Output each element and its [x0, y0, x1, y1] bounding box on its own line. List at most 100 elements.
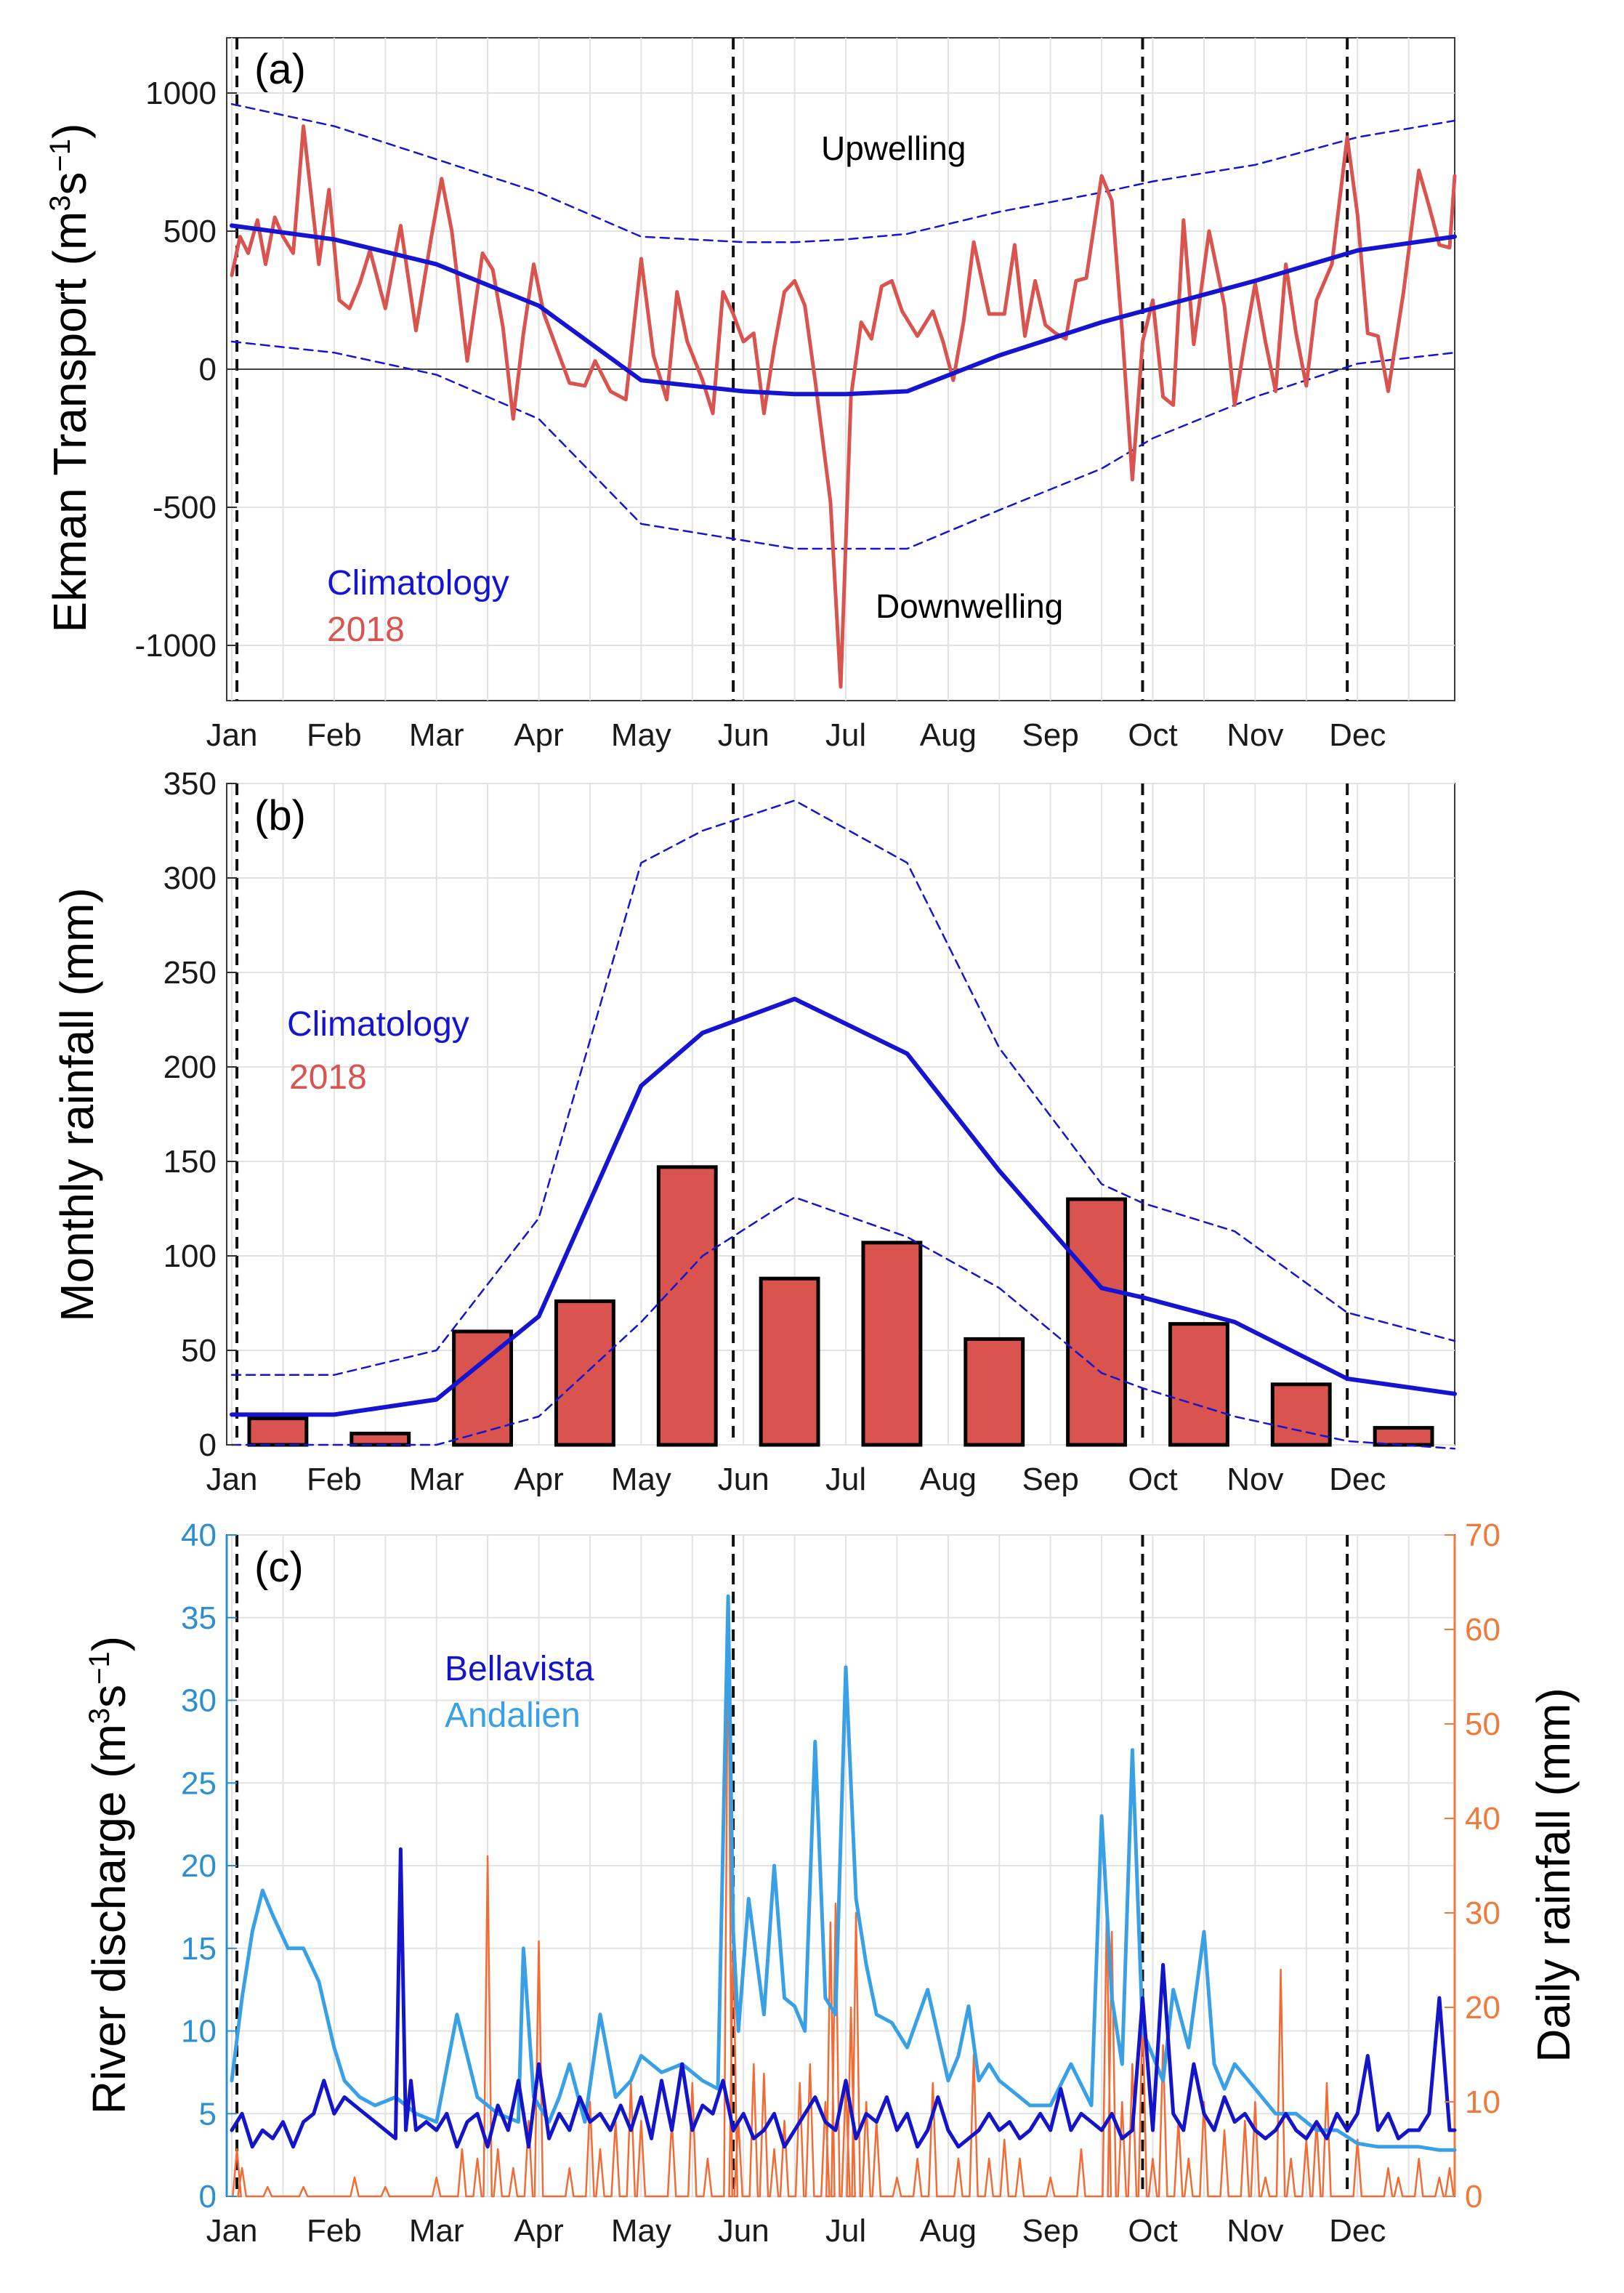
right-y-tick-label: 60: [1465, 1612, 1500, 1648]
panel-b-y-ticks: 350 300 250 200 150 100 50 0: [163, 766, 237, 1463]
x-tick-label-jul: Jul: [825, 2213, 866, 2249]
right-y-tick-label: 50: [1465, 1706, 1500, 1742]
x-tick-label-jan: Jan: [206, 1462, 258, 1497]
x-tick-label-jun: Jun: [718, 1462, 769, 1497]
y-tick-label: 0: [199, 352, 217, 387]
y-tick-label: 150: [163, 1144, 217, 1180]
panel-c-ylabel-main: River discharge (m: [83, 1724, 135, 2114]
x-tick-label-aug: Aug: [920, 717, 977, 753]
rainfall-bar-sep: [1066, 1197, 1128, 1447]
x-tick-label-jul: Jul: [825, 717, 866, 753]
y-tick-label: 1000: [145, 76, 217, 111]
bellavista-discharge-line: [230, 1847, 1457, 2149]
rainfall-bar-jul: [861, 1241, 923, 1447]
y-tick-label: 200: [163, 1049, 217, 1085]
left-y-tick-label: 40: [181, 1518, 217, 1553]
x-tick-label-may: May: [611, 2213, 671, 2249]
x-tick-label-sep: Sep: [1022, 717, 1079, 753]
x-tick-label-dec: Dec: [1329, 717, 1386, 753]
right-y-tick-label: 70: [1465, 1518, 1500, 1553]
panel-b-letter: (b): [254, 792, 306, 839]
panel-a-legend-climatology: Climatology: [327, 564, 509, 603]
y-tick-label: -500: [153, 490, 217, 525]
climatology-mean-line: [230, 223, 1457, 397]
panel-c-ylabel-sup2: −1: [84, 1651, 116, 1685]
left-y-tick-label: 25: [181, 1765, 217, 1801]
x-tick-label-jan: Jan: [206, 2213, 258, 2249]
right-y-tick-label: 20: [1465, 1990, 1500, 2026]
panel-c-ylabel-mid: s: [83, 1685, 135, 1708]
rainfall-bar-mar: [452, 1329, 514, 1447]
y-tick-label: 500: [163, 214, 217, 249]
panel-b-y-axis-label: Monthly rainfall (mm): [51, 887, 103, 1321]
climatology-upper-line: [230, 799, 1456, 1377]
panel-c-right-y-ticks: 70 60 50 40 30 20 10 0: [1445, 1518, 1500, 2215]
x-tick-label-sep: Sep: [1022, 2213, 1079, 2249]
x-tick-label-nov: Nov: [1227, 1462, 1283, 1497]
panel-a-legend-2018: 2018: [327, 610, 405, 649]
rainfall-bar-jan: [247, 1416, 309, 1447]
panel-a-letter: (a): [254, 46, 306, 93]
left-y-tick-label: 35: [181, 1600, 217, 1636]
x-tick-label-jun: Jun: [718, 717, 769, 753]
panel-c-grid: [227, 1534, 1455, 2197]
x-tick-label-nov: Nov: [1227, 717, 1283, 753]
x-tick-label-mar: Mar: [409, 717, 464, 753]
panel-a-y-ticks: 1000 500 0 -500 -1000: [134, 76, 237, 664]
panel-c-letter: (c): [254, 1544, 304, 1591]
panel-a-downwelling-label: Downwelling: [876, 587, 1063, 625]
panel-b-x-ticks: Jan Feb Mar Apr May Jun Jul Aug Sep Oct Nov Dec: [206, 1462, 1386, 1497]
rainfall-bar-dec: [1373, 1426, 1434, 1447]
panel-a-x-ticks: Jan Feb Mar Apr May Jun Jul Aug Sep Oct Nov Dec: [206, 717, 1386, 753]
right-y-tick-label: 10: [1465, 2084, 1500, 2120]
panel-a-ekman-transport: 1000 500 0 -500 -1000 Jan Feb Mar Apr May Jun Jul A…: [44, 37, 1457, 753]
panel-a-ylabel-sup1: 3: [44, 195, 76, 211]
x-tick-label-sep: Sep: [1022, 1462, 1079, 1497]
panel-a-upwelling-label: Upwelling: [821, 129, 966, 167]
panel-c-ylabel-sup1: 3: [84, 1708, 116, 1724]
x-tick-label-may: May: [611, 717, 671, 753]
y-tick-label: 100: [163, 1238, 217, 1274]
x-tick-label-apr: Apr: [514, 717, 563, 753]
y-tick-label: 250: [163, 955, 217, 991]
panel-a-ylabel-end: ): [44, 124, 96, 139]
left-y-tick-label: 15: [181, 1931, 217, 1967]
left-y-tick-label: 5: [199, 2096, 217, 2132]
panel-c-ylabel-end: ): [83, 1636, 135, 1651]
panel-b-legend-climatology: Climatology: [287, 1005, 469, 1044]
y-tick-label: 350: [163, 766, 217, 802]
panel-b-marks: [230, 783, 1457, 1450]
y-tick-label: 300: [163, 861, 217, 896]
x-tick-label-dec: Dec: [1329, 2213, 1386, 2249]
x-tick-label-apr: Apr: [514, 1462, 563, 1497]
x-tick-label-mar: Mar: [409, 2213, 464, 2249]
x-tick-label-feb: Feb: [307, 1462, 362, 1497]
panel-a-ylabel-main: Ekman Transport (m: [44, 211, 96, 633]
right-y-tick-label: 40: [1465, 1801, 1500, 1837]
x-tick-label-may: May: [611, 1462, 671, 1497]
rainfall-bar-feb: [350, 1431, 411, 1447]
y-tick-label: -1000: [134, 628, 217, 664]
panel-c-left-y-axis-label: River discharge (m3s−1): [83, 1636, 135, 2114]
rainfall-bar-oct: [1168, 1322, 1229, 1447]
panel-b-frame: [226, 783, 1455, 1446]
panel-c-left-y-ticks: 40 35 30 25 20 15 10 5 0: [181, 1518, 237, 2215]
x-tick-label-nov: Nov: [1227, 2213, 1283, 2249]
panel-b-monthly-rainfall: 350 300 250 200 150 100 50 0 Jan Feb Mar Apr May Jun…: [51, 766, 1457, 1497]
rainfall-bar-aug: [964, 1337, 1025, 1447]
panel-c-legend-bellavista: Bellavista: [445, 1650, 594, 1688]
andalien-discharge-line: [230, 1594, 1457, 2152]
x-tick-label-feb: Feb: [307, 2213, 362, 2249]
y-tick-label: 50: [181, 1333, 217, 1369]
x-tick-label-dec: Dec: [1329, 1462, 1386, 1497]
panel-a-marks: [227, 38, 1457, 701]
x-tick-label-mar: Mar: [409, 1462, 464, 1497]
left-y-tick-label: 30: [181, 1683, 217, 1719]
climatology-mean-line: [230, 996, 1457, 1417]
climatology-upper-line: [230, 102, 1456, 243]
panel-a-ylabel-mid: s: [44, 172, 96, 195]
panel-c-marks: [225, 1535, 1457, 2198]
x-tick-label-oct: Oct: [1128, 1462, 1177, 1497]
